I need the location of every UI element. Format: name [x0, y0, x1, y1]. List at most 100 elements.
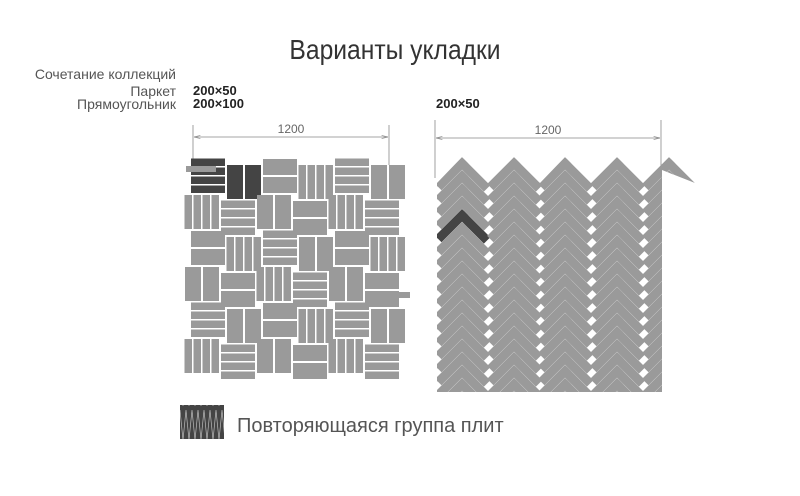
tile	[211, 195, 219, 229]
tile	[365, 344, 399, 352]
tile	[437, 184, 439, 218]
tile	[263, 257, 297, 265]
tile	[437, 171, 439, 205]
tile	[642, 391, 676, 392]
tile	[509, 379, 543, 392]
tile	[457, 236, 491, 270]
tile	[203, 267, 219, 301]
tile	[365, 227, 399, 235]
tile	[560, 301, 594, 335]
tile	[664, 184, 695, 218]
tile	[221, 291, 255, 307]
tile	[380, 292, 410, 298]
tile	[612, 340, 646, 374]
tile	[263, 248, 297, 256]
tile	[664, 340, 695, 374]
tile	[293, 219, 327, 235]
tile	[263, 321, 297, 337]
tile	[590, 391, 624, 392]
tile	[221, 218, 255, 226]
tile	[437, 353, 439, 387]
legend-label: Повторяющаяся группа плит	[237, 415, 504, 437]
tile	[325, 165, 333, 199]
tile	[612, 262, 646, 296]
tile	[509, 366, 543, 392]
tile	[371, 165, 387, 199]
tile	[560, 223, 594, 257]
tile	[211, 339, 219, 373]
tile	[365, 371, 399, 379]
tile	[335, 329, 369, 337]
tile	[379, 237, 387, 271]
tile	[560, 262, 594, 296]
tile	[612, 314, 646, 348]
tile	[437, 249, 439, 283]
tile	[383, 378, 416, 411]
tile	[365, 273, 399, 289]
tile	[457, 197, 491, 231]
tile	[337, 195, 345, 229]
rectangle-size: 200×100	[193, 96, 244, 111]
tile	[335, 302, 369, 310]
tile	[538, 391, 572, 392]
tile	[191, 320, 225, 328]
tile	[560, 249, 594, 283]
tile	[388, 237, 396, 271]
tile	[664, 314, 695, 348]
tile	[346, 339, 354, 373]
tile	[437, 340, 439, 374]
tile	[337, 339, 345, 373]
tile	[263, 239, 297, 247]
tile	[560, 275, 594, 309]
tile	[560, 158, 594, 192]
tile	[612, 158, 646, 192]
right-dimension-value: 1200	[535, 123, 562, 137]
tile	[191, 311, 225, 319]
tile	[664, 223, 695, 257]
tile	[293, 272, 327, 280]
tile	[335, 185, 369, 193]
page-title: Варианты укладки	[289, 34, 501, 65]
tile	[642, 404, 675, 437]
tile	[293, 201, 327, 217]
tile	[560, 236, 594, 270]
tile	[457, 262, 491, 296]
tile	[457, 249, 491, 283]
tile	[437, 236, 439, 270]
tile	[457, 366, 491, 392]
tile	[664, 275, 695, 309]
tile	[184, 339, 192, 373]
tile	[346, 195, 354, 229]
tile	[437, 327, 439, 361]
tile	[316, 309, 324, 343]
herringbone-pattern	[383, 157, 695, 437]
tile	[612, 379, 646, 392]
tile	[227, 309, 243, 343]
tile	[274, 267, 282, 301]
left-dimension: 1200	[192, 122, 390, 165]
tile	[293, 281, 327, 289]
tile	[365, 209, 399, 217]
tile	[509, 314, 543, 348]
tile	[437, 314, 439, 348]
rectangle-label: Прямоугольник	[77, 96, 176, 112]
tile	[664, 197, 695, 231]
tile	[263, 303, 297, 319]
tile	[371, 309, 387, 343]
tile	[664, 327, 695, 361]
tile	[612, 184, 646, 218]
tile	[370, 237, 378, 271]
tile	[509, 340, 543, 374]
tile	[185, 267, 201, 301]
tile	[664, 379, 695, 392]
tile	[437, 210, 439, 244]
tile	[191, 185, 225, 193]
tile	[560, 392, 593, 425]
tile	[298, 309, 306, 343]
tile	[560, 171, 594, 205]
tile	[235, 237, 243, 271]
tile	[355, 195, 363, 229]
tile	[389, 165, 405, 199]
tile	[612, 210, 646, 244]
tile	[457, 340, 491, 374]
